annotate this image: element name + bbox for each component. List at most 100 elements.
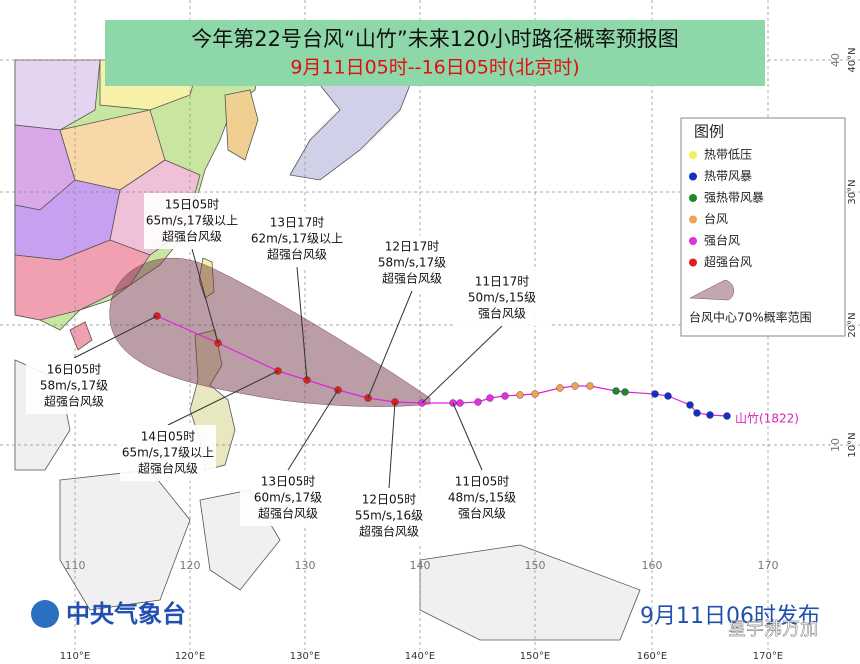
- lat-label: 10°N: [847, 432, 858, 457]
- callout-box: [341, 488, 437, 544]
- track-point: [456, 399, 464, 407]
- callout-wind: 62m/s,17级以上: [251, 232, 343, 246]
- legend-box: [680, 117, 846, 337]
- probability-cone: [109, 257, 431, 407]
- callout-box: [144, 193, 240, 249]
- callout-leader: [452, 402, 483, 471]
- track-point: [686, 401, 694, 409]
- typhoon-name: 山竹(1822): [735, 412, 799, 426]
- grid-lat-label: 40: [829, 53, 842, 67]
- subtitle: 9月11日05时--16日05时(北京时): [290, 57, 579, 79]
- callout-time: 14日05时: [141, 430, 196, 444]
- land: [14, 59, 641, 641]
- legend-title: 图例: [694, 123, 724, 141]
- agency: 中央气象台: [66, 600, 186, 628]
- watermark: 星宇沸万加: [728, 619, 818, 640]
- issued-time: 9月11日06时发布: [640, 604, 820, 629]
- callout-leader: [167, 370, 279, 426]
- callout-leader: [367, 290, 413, 399]
- callouts: 15日05时65m/s,17级以上超强台风级13日17时62m/s,17级以上超…: [26, 193, 550, 544]
- callout-time: 11日05时: [455, 475, 510, 489]
- track-point: [556, 384, 564, 392]
- grid-lon-label: 160: [642, 559, 663, 572]
- callout-leader: [296, 266, 308, 381]
- callout-leader: [388, 401, 396, 489]
- legend-label: 超强台风: [704, 254, 752, 269]
- callout-box: [26, 358, 122, 414]
- track-point: [664, 392, 672, 400]
- lat-label: 40°N: [847, 47, 858, 72]
- track-point: [612, 387, 620, 395]
- callout-box: [240, 470, 336, 526]
- grid-lon-label: 140: [410, 559, 431, 572]
- callout-leader: [287, 389, 339, 471]
- callout-leader: [191, 248, 219, 344]
- callout-category: 超强台风级: [267, 247, 327, 262]
- lon-label: 140°E: [405, 651, 435, 662]
- legend-swatch: [689, 215, 697, 224]
- agency-logo: [31, 600, 59, 628]
- lat-label: 30°N: [847, 179, 858, 204]
- callout-category: 超强台风级: [44, 394, 104, 409]
- callout-box: [120, 425, 216, 481]
- track-point: [706, 411, 714, 419]
- legend-swatch: [689, 151, 697, 159]
- callout-box: [454, 270, 550, 326]
- grid-lon-label: 170: [758, 559, 779, 572]
- grid-lon-label: 150: [525, 559, 546, 572]
- callout-time: 13日17时: [270, 216, 325, 230]
- callout-category: 超强台风级: [382, 271, 442, 286]
- title-band: [105, 20, 765, 86]
- legend-label: 热带低压: [704, 148, 752, 162]
- callout-category: 强台风级: [478, 306, 526, 321]
- callout-time: 13日05时: [261, 475, 316, 489]
- callout-wind: 60m/s,17级: [254, 491, 322, 505]
- callout-wind: 50m/s,15级: [468, 291, 536, 305]
- callout-time: 12日17时: [385, 240, 440, 254]
- callout-wind: 65m/s,17级以上: [146, 214, 238, 228]
- callout-wind: 55m/s,16级: [355, 509, 423, 523]
- track-point: [516, 391, 524, 399]
- callout-time: 15日05时: [165, 198, 220, 212]
- callout-category: 超强台风级: [138, 461, 198, 476]
- callout-category: 超强台风级: [359, 524, 419, 539]
- grid-lon-label: 110: [65, 559, 86, 572]
- lon-label: 160°E: [637, 651, 667, 662]
- track-point: [474, 398, 482, 406]
- legend-label: 强热带风暴: [704, 191, 764, 205]
- legend-label: 热带风暴: [704, 169, 752, 183]
- grid-lon-label: 120: [180, 559, 201, 572]
- legend-swatch: [689, 194, 697, 202]
- lat-label: 20°N: [847, 312, 858, 337]
- legend-label: 台风: [704, 211, 728, 226]
- legend-swatch: [689, 258, 697, 267]
- grid-lon-label: 130: [295, 559, 316, 572]
- track-point: [571, 382, 579, 390]
- callout-time: 16日05时: [47, 363, 102, 377]
- callout-category: 超强台风级: [258, 506, 318, 521]
- legend-swatch: [689, 172, 697, 181]
- callout-wind: 58m/s,17级: [40, 379, 108, 393]
- callout-category: 强台风级: [458, 506, 506, 521]
- legend-label: 强台风: [704, 233, 740, 248]
- callout-box: [434, 470, 530, 526]
- callout-time: 12日05时: [362, 493, 417, 507]
- track-point: [486, 394, 494, 402]
- track-point: [621, 388, 629, 396]
- legend-cone-label: 台风中心70%概率范围: [689, 310, 812, 325]
- callout-wind: 65m/s,17级以上: [122, 446, 214, 460]
- track-point: [651, 390, 659, 398]
- lon-label: 120°E: [175, 651, 205, 662]
- callout-wind: 58m/s,17级: [378, 256, 446, 270]
- track-point: [586, 382, 594, 390]
- legend-swatch: [689, 237, 697, 245]
- callout-wind: 48m/s,15级: [448, 491, 516, 505]
- track-point: [693, 409, 701, 417]
- grid-lat-label: 10: [829, 438, 842, 452]
- callout-leader: [73, 315, 158, 359]
- callout-box: [364, 235, 460, 291]
- lon-label: 150°E: [520, 651, 550, 662]
- track-point: [723, 412, 731, 420]
